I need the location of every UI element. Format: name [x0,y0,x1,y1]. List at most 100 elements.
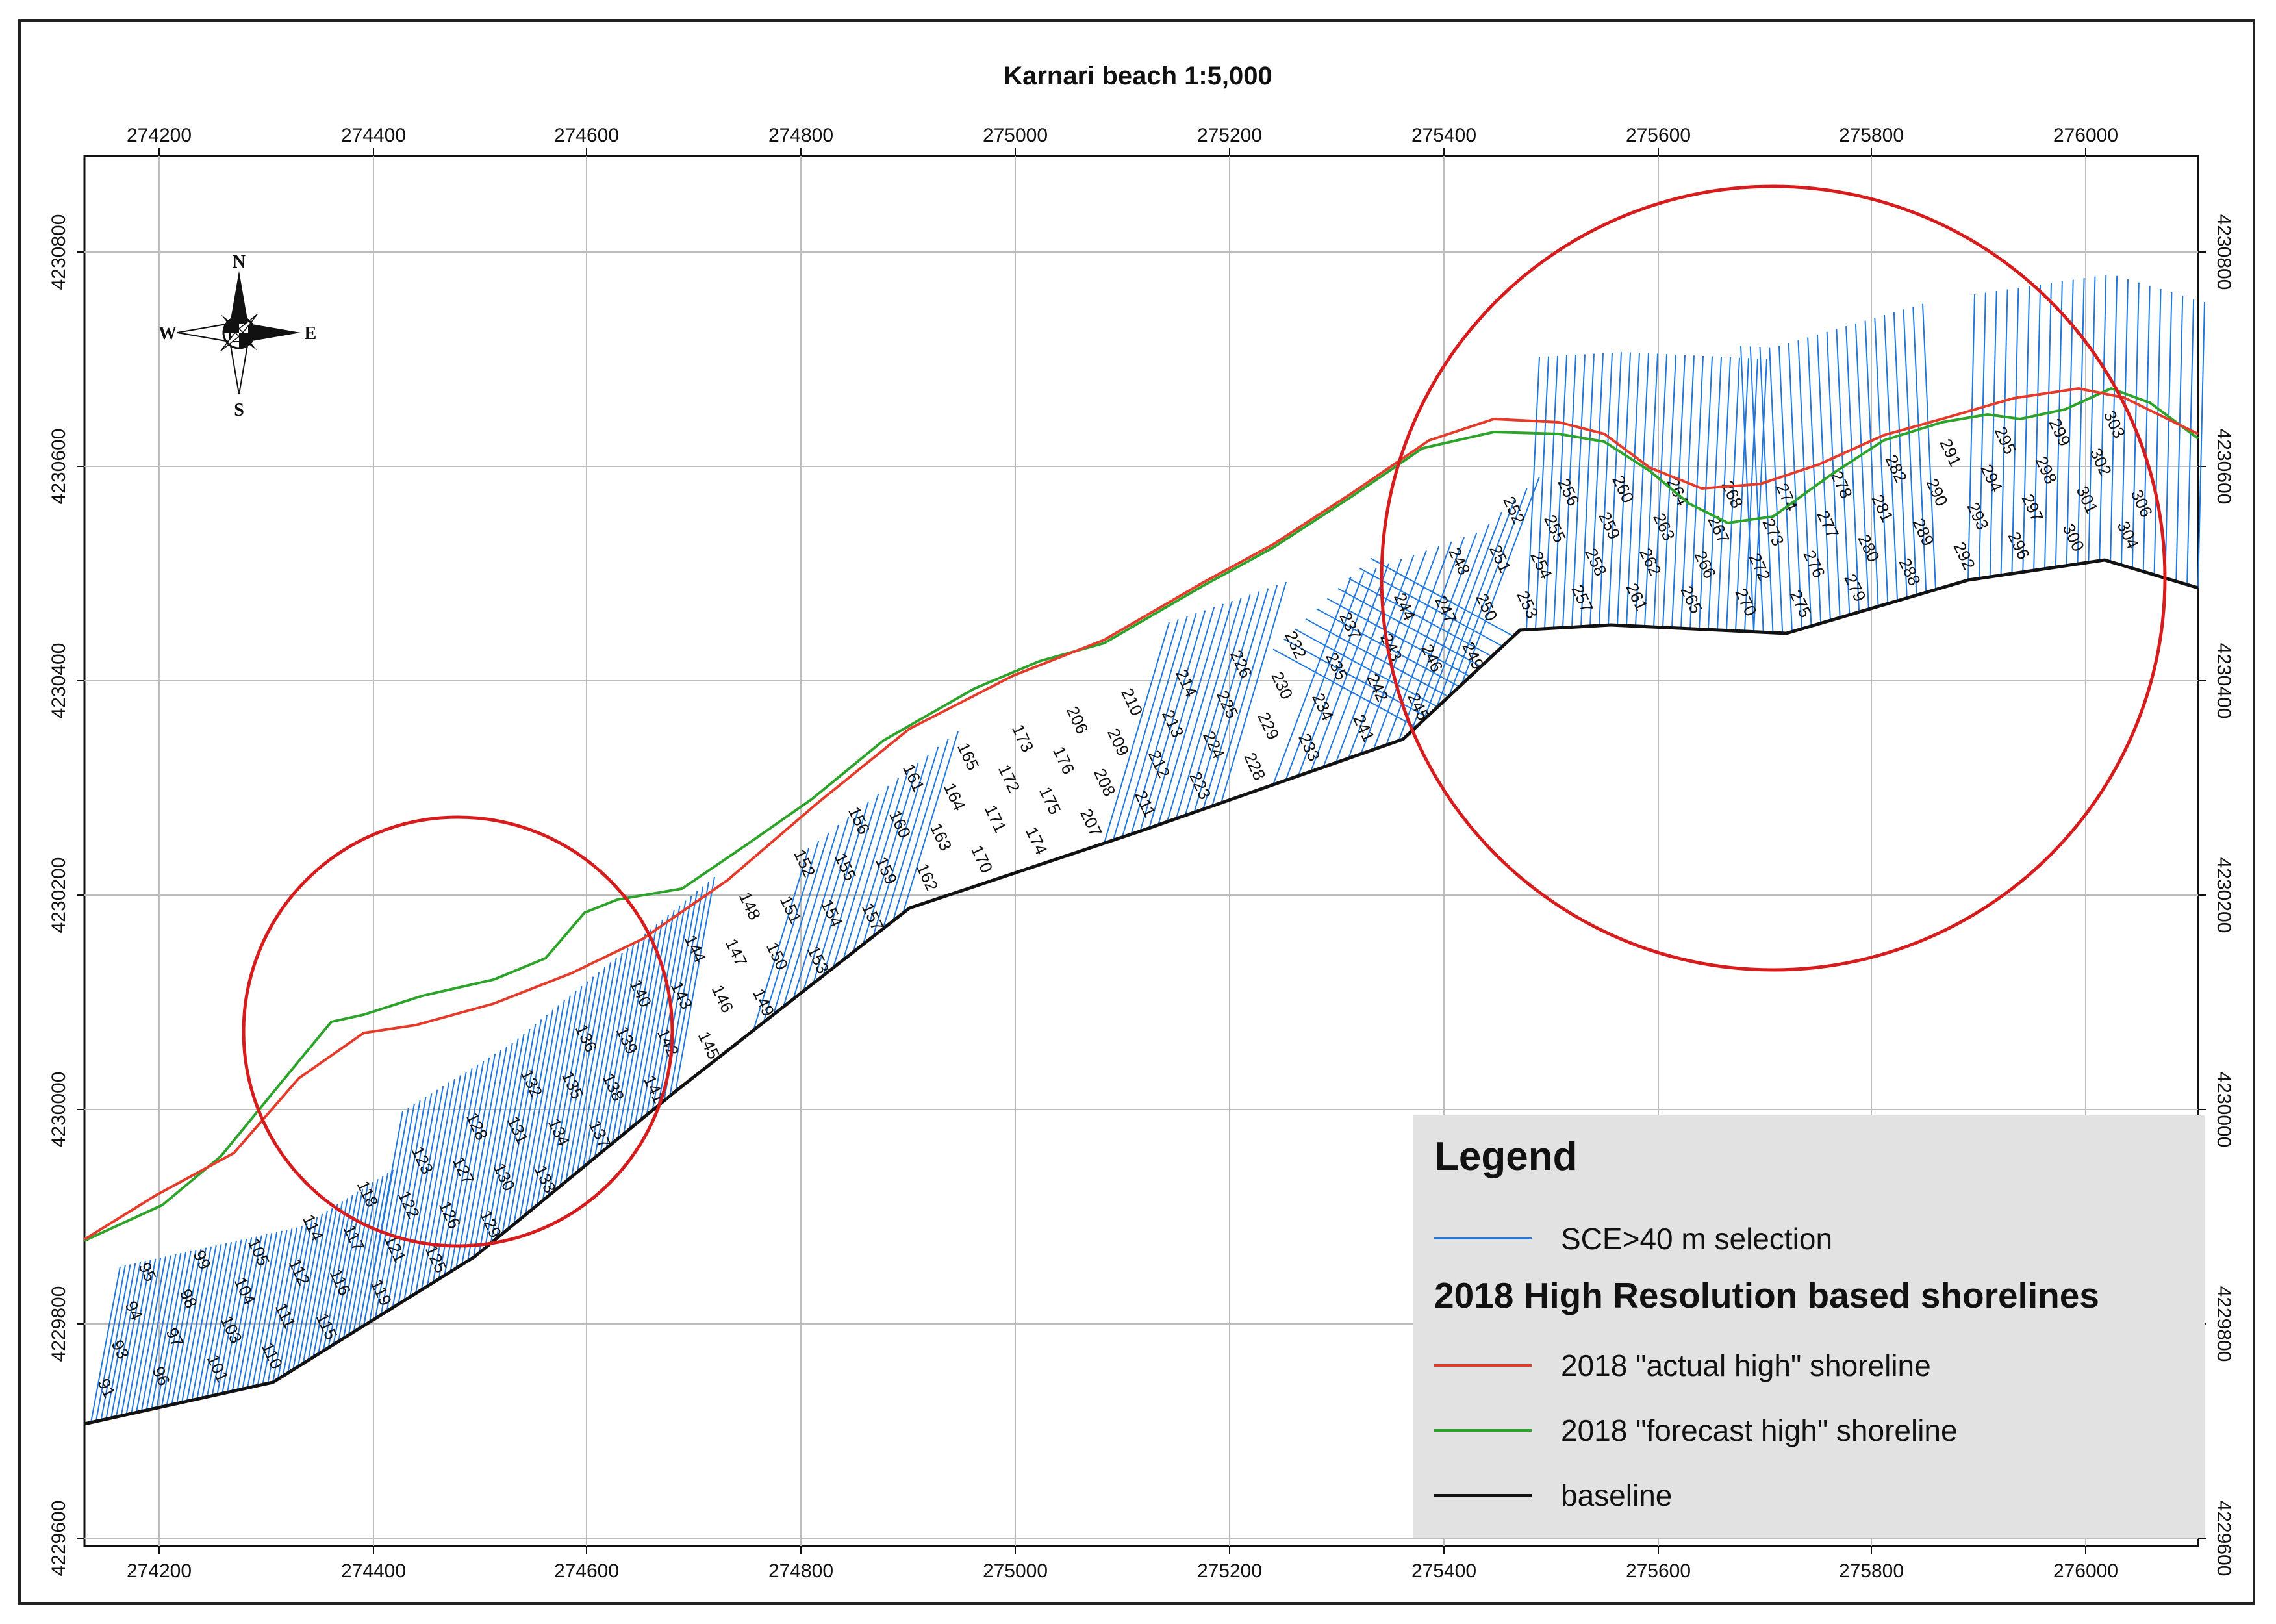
transect-label: 154 [817,896,847,930]
x-tick-label-top: 275200 [1197,125,1262,146]
transect-line [398,1089,438,1304]
transect-line [353,1176,384,1332]
transect-line [669,882,710,1097]
transect-label: 171 [981,802,1011,835]
transect-line [420,1075,461,1290]
transect-line [1759,346,1774,633]
transect-line [1864,320,1879,607]
transect-line [2197,301,2205,589]
north-arrow-icon: N S E W [158,252,316,420]
transect-line [1903,309,1917,596]
highlight-circle-west [242,815,674,1248]
transect-line [140,1255,171,1412]
transect-line [1285,572,1365,781]
transect-line [342,1182,373,1339]
transect-line [472,1043,513,1258]
y-tick-label-right: 4230800 [2213,214,2234,290]
transect-line [2142,285,2151,572]
transect-line [95,1265,126,1422]
y-tick-label-right: 4230400 [2213,643,2234,719]
transect-line [1635,353,1649,626]
transect-label: 265 [1676,583,1706,616]
transect-label: 253 [1513,588,1543,622]
transect-label: 97 [162,1325,188,1350]
x-tick-label-bottom: 275800 [1839,1560,1904,1582]
transect-line [611,929,652,1144]
x-tick-label-top: 276000 [2053,125,2118,146]
transect-label: 242 [1363,671,1393,705]
transect-line [181,1246,212,1403]
transect-line [2033,285,2042,571]
transect-line [160,1250,192,1407]
legend-item-forecast-high: 2018 "forecast high" shoreline [1434,1411,2181,1450]
x-tick-label-top: 275600 [1626,125,1691,146]
x-tick-label-bottom: 274600 [554,1560,619,1582]
transect-line [576,958,617,1173]
transect-line [559,972,600,1187]
transect-line [1662,354,1676,628]
transect-line [2175,295,2184,581]
x-tick-label-bottom: 274800 [768,1560,833,1582]
transect-label: 297 [2018,491,2048,525]
transect-line [307,1204,338,1361]
transect-line [565,967,606,1182]
transect-line [1644,353,1658,627]
transect-label: 110 [258,1339,287,1372]
transect-line [1845,326,1860,613]
transect-label: 259 [1595,509,1625,542]
legend-item-actual-high: 2018 "actual high" shoreline [1434,1346,2181,1385]
transect-line [262,1228,293,1385]
compass-n: N [233,252,246,272]
transect-label: 224 [1199,728,1229,762]
transect-line [1753,359,1767,632]
x-tick-label-bottom: 274400 [341,1560,406,1582]
transect-line [1385,537,1465,746]
transect-line [368,1108,409,1323]
transect-line [1139,610,1206,831]
transect-line [151,1253,182,1410]
map-frame [83,155,2199,1547]
transect-line [145,1254,177,1411]
legend-label-forecast-high: 2018 "forecast high" shoreline [1561,1414,1958,1447]
transect-line [338,1185,369,1342]
transect-label: 146 [708,982,738,1016]
transect-line [1148,607,1215,829]
transect-line [455,1054,496,1269]
transect-line [640,905,681,1121]
transect-line [302,1207,333,1364]
transect-label: 148 [735,889,765,923]
transect-line [813,801,869,984]
transect-label: 114 [299,1212,328,1244]
transect-label: 244 [1390,590,1420,624]
transect-line [588,948,629,1163]
transect-label: 156 [844,804,874,837]
transect-line [496,1024,537,1239]
transect-label: 206 [1063,703,1093,737]
transect-line [1893,312,1908,598]
transect-label: 228 [1240,750,1270,783]
transect-line [2099,275,2107,561]
x-tick-label-bottom: 276000 [2053,1560,2118,1582]
transect-line [90,1266,121,1423]
transect-line [542,985,583,1201]
x-tick-label-top: 275400 [1411,125,1476,146]
transect-line [1626,353,1640,626]
transect-line [272,1226,303,1383]
transect-line [100,1264,131,1421]
transect-line [156,1252,187,1408]
transect-line [783,824,839,1008]
transect-line [282,1220,313,1377]
transect-line [1726,357,1740,631]
transect-line [1653,354,1667,628]
y-tick-label-left: 4230600 [48,429,70,505]
transect-line [166,1249,197,1406]
transect-label: 293 [1963,499,1993,533]
transect-line [236,1234,268,1391]
legend-label-actual-high: 2018 "actual high" shoreline [1561,1349,1931,1382]
transect-line [1826,331,1841,618]
transect-line [461,1050,502,1265]
transect-label: 173 [1008,721,1038,755]
transect-label: 278 [1827,468,1856,501]
transect-line [862,762,919,945]
transect-line [438,1064,479,1280]
